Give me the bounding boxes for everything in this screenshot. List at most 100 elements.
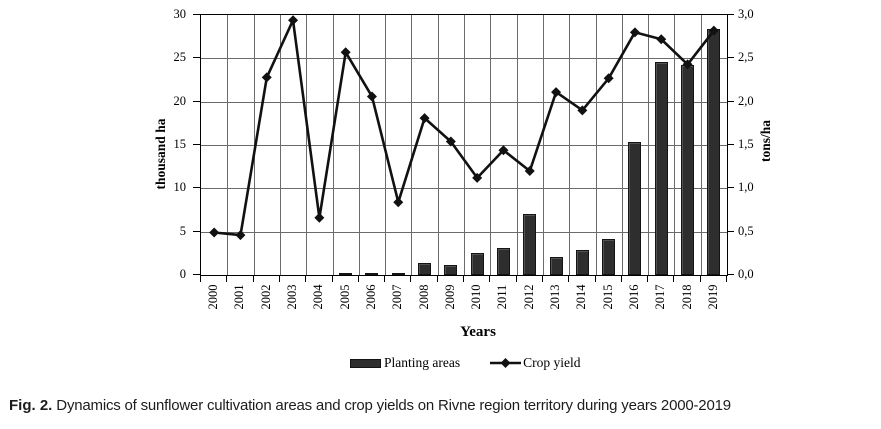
gridline-vertical [279, 15, 281, 275]
legend: Planting areas Crop yield [350, 355, 580, 371]
x-axis-tick [357, 275, 359, 282]
left-axis-tick-label: 30 [173, 7, 187, 21]
x-axis-label-2005: 2005 [337, 284, 352, 310]
x-axis-tick [384, 275, 386, 282]
right-axis-tick-label: 2,0 [738, 93, 754, 108]
x-axis-label-2018: 2018 [679, 284, 694, 310]
gridline-vertical [648, 15, 650, 275]
legend-item-crop-yield: Crop yield [490, 355, 580, 371]
gridline-vertical [569, 15, 571, 275]
gridline-vertical [227, 15, 229, 275]
legend-item-planting-areas: Planting areas [350, 355, 460, 371]
figure-caption: Fig. 2. Dynamics of sunflower cultivatio… [9, 396, 873, 416]
x-axis-label-2012: 2012 [521, 284, 536, 310]
data-point-2006 [366, 91, 377, 102]
x-axis-tick [673, 275, 675, 282]
x-axis-tick [699, 275, 701, 282]
bar-2012 [523, 214, 537, 275]
right-axis-tick-label: 2,5 [738, 50, 754, 65]
x-axis-tick [489, 275, 491, 282]
x-axis-tick [200, 275, 201, 282]
x-axis-tick [515, 275, 517, 282]
right-axis-tick-label: 1,5 [738, 137, 754, 151]
data-point-2001 [235, 230, 246, 241]
x-axis-label-2000: 2000 [206, 284, 221, 310]
x-axis-tick [410, 275, 412, 282]
figure-caption-text: Dynamics of sunflower cultivation areas … [52, 397, 731, 414]
data-point-2019 [708, 25, 719, 36]
x-axis-label-2004: 2004 [311, 284, 326, 310]
x-axis-tick [594, 275, 596, 282]
x-axis-tick [226, 275, 228, 282]
x-axis-label-2001: 2001 [232, 284, 247, 310]
x-axis-label-2019: 2019 [705, 284, 720, 310]
x-axis-tick [541, 275, 543, 282]
right-axis-tick [727, 187, 734, 189]
legend-label-crop-yield: Crop yield [523, 355, 581, 370]
right-axis-tick [727, 274, 734, 275]
bar-2011 [496, 248, 510, 275]
right-axis-tick-label: 3,0 [738, 7, 754, 21]
bar-2017 [654, 61, 668, 275]
data-point-2018 [682, 59, 693, 70]
data-point-2012 [524, 166, 535, 176]
left-axis-tick [193, 57, 200, 59]
data-point-2002 [261, 72, 272, 83]
x-axis-tick [252, 275, 254, 282]
x-axis-label-2015: 2015 [600, 284, 615, 310]
gridline-vertical [542, 15, 544, 275]
gridline-vertical [700, 15, 702, 275]
data-point-2013 [551, 87, 562, 98]
left-axis-tick-label: 5 [179, 223, 186, 238]
figure-caption-label: Fig. 2. [9, 397, 53, 414]
x-axis-label-2010: 2010 [469, 284, 484, 310]
data-point-2003 [288, 15, 299, 26]
gridline-vertical [306, 15, 308, 275]
left-axis-tick-label: 15 [173, 137, 187, 151]
x-axis-tick [331, 275, 333, 282]
right-axis-tick [727, 57, 734, 59]
left-axis-tick-label: 20 [173, 93, 187, 108]
data-point-2011 [498, 145, 509, 156]
x-axis-label-2003: 2003 [285, 284, 300, 310]
right-axis-tick [727, 100, 734, 102]
x-axis-tick [647, 275, 649, 282]
plot-area [200, 14, 728, 276]
x-axis-label-2006: 2006 [363, 284, 378, 310]
bar-2008 [418, 262, 432, 275]
right-axis-tick-label: 1,0 [738, 180, 754, 195]
right-axis-tick [727, 14, 734, 15]
x-axis-title: Years [460, 324, 496, 340]
x-axis-label-2016: 2016 [626, 284, 641, 310]
bar-2010 [470, 253, 484, 275]
x-axis-label-2007: 2007 [390, 284, 405, 310]
gridline-vertical [464, 15, 465, 275]
bar-2013 [549, 256, 563, 275]
data-point-2016 [629, 27, 640, 38]
x-axis-label-2017: 2017 [653, 284, 668, 310]
left-axis-tick-label: 25 [173, 50, 187, 65]
x-axis-tick [305, 275, 307, 282]
x-axis-tick [436, 275, 438, 282]
gridline-vertical [358, 15, 360, 275]
data-point-2010 [472, 172, 483, 183]
data-point-2009 [445, 136, 456, 147]
right-axis-tick [727, 230, 734, 232]
left-axis-tick-label: 0 [179, 267, 186, 281]
right-axis-tick [727, 144, 734, 145]
data-point-2017 [656, 34, 667, 45]
bar-2009 [444, 265, 458, 275]
crop-yield-line [209, 15, 719, 241]
data-point-2015 [603, 73, 614, 84]
x-axis-tick [620, 275, 622, 282]
left-axis-tick [193, 230, 200, 232]
gridline-vertical [490, 15, 492, 275]
right-axis-tick-label: 0,0 [738, 267, 754, 281]
bar-2005 [339, 273, 353, 275]
left-axis-tick [193, 100, 200, 102]
x-axis-label-2008: 2008 [416, 284, 431, 310]
data-point-2004 [314, 212, 325, 223]
data-point-2000 [209, 227, 220, 238]
left-axis-tick [193, 144, 200, 145]
